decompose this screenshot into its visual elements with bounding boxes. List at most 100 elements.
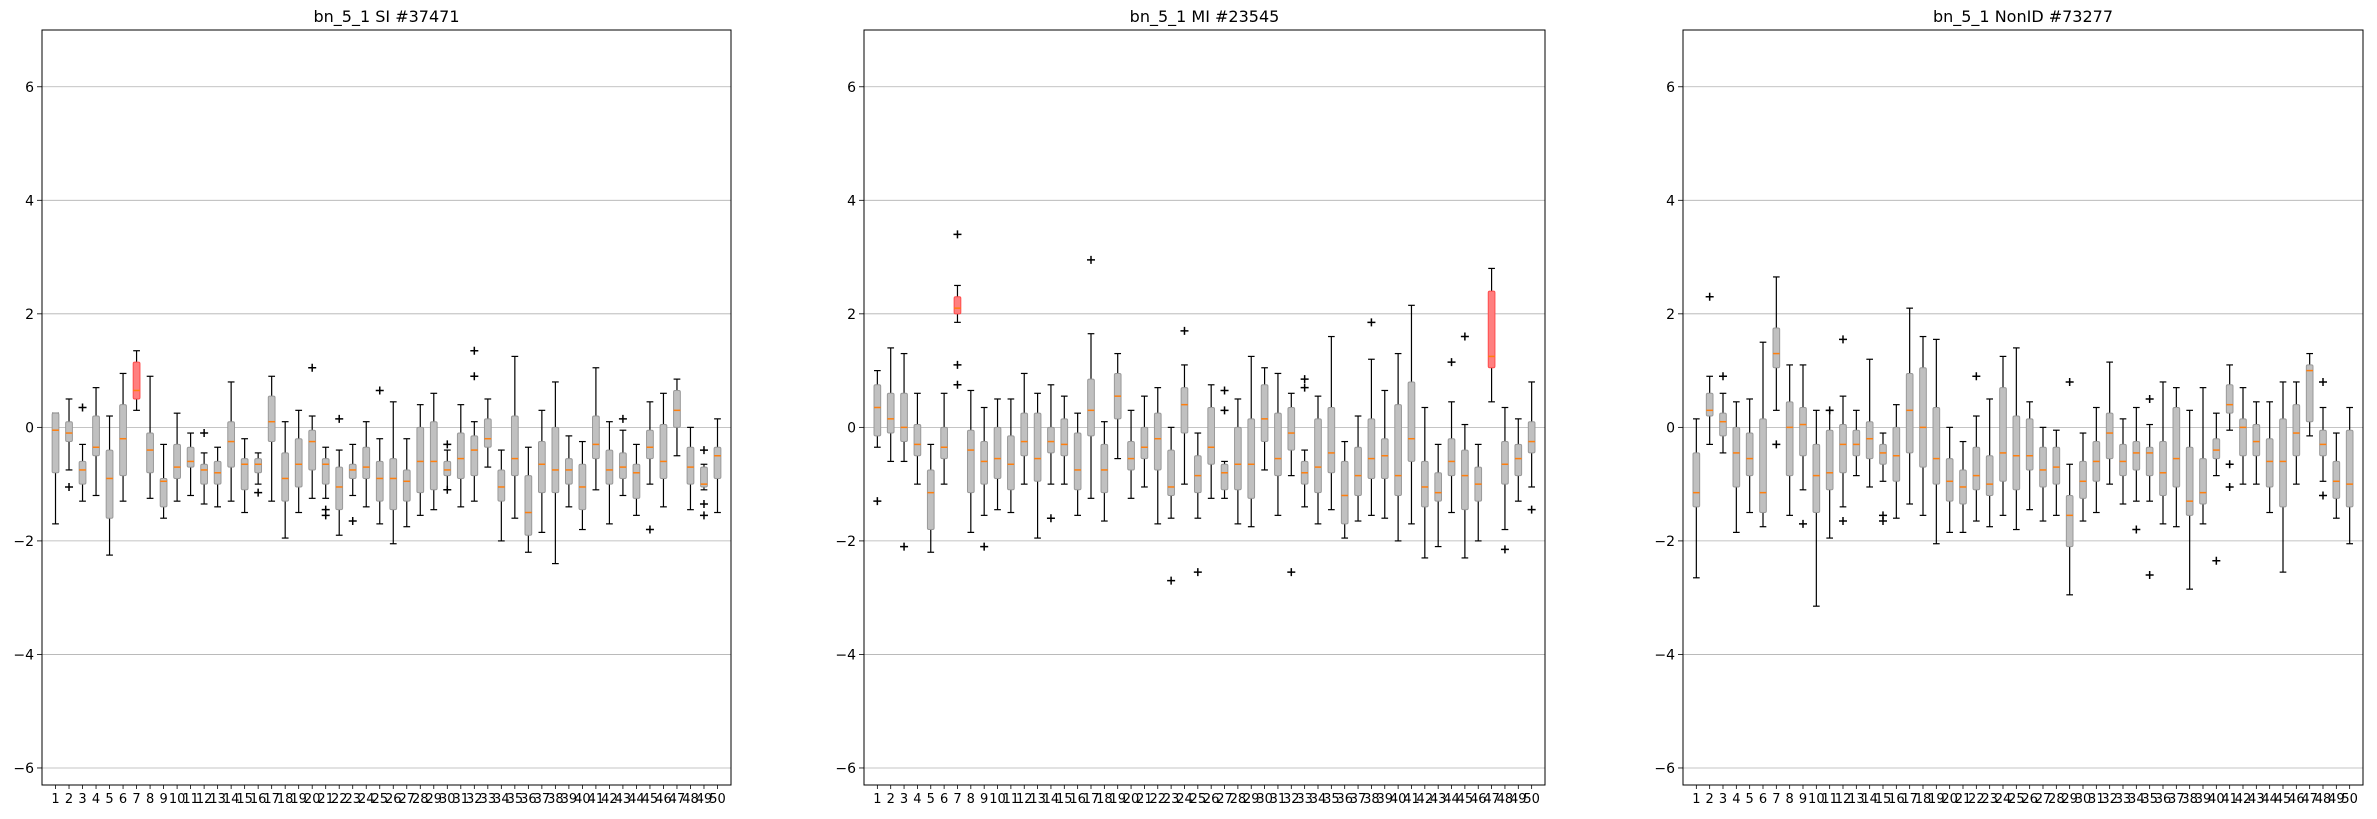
x-tick-label: 20 [1123,792,1140,807]
y-tick-label: 4 [847,193,856,209]
box-body [240,458,249,491]
y-tick-label: −2 [1654,534,1675,550]
box-body [1447,438,1456,477]
x-tick-label: 26 [385,792,402,807]
box-body [1100,443,1109,494]
x-tick-label: 10 [1808,792,1825,807]
box-body [551,426,560,494]
box-5 [105,415,114,556]
box-27 [1220,386,1229,499]
x-tick-label: 8 [146,792,154,807]
box-body [524,475,533,536]
box-body [2239,418,2247,457]
box-36 [1340,440,1349,539]
box-body [1260,384,1269,443]
box-body [1073,432,1082,491]
x-tick-label: 41 [1403,792,1420,807]
box-body [308,429,317,471]
box-body [1140,426,1149,460]
x-tick-label: 30 [2075,792,2092,807]
x-tick-label: 17 [1901,792,1918,807]
box-body [78,460,87,485]
box-7 [953,230,962,389]
outlier-marker [1220,406,1229,415]
box-body [980,441,989,485]
box-body [470,435,479,477]
x-tick-label: 3 [78,792,86,807]
box-body [1705,392,1714,417]
box-body [1514,443,1523,477]
box-2 [1705,292,1714,445]
x-tick-label: 34 [493,792,510,807]
box-9 [980,406,989,551]
box-37 [537,409,546,533]
x-tick-label: 5 [927,792,935,807]
box-28 [416,404,425,516]
x-tick-label: 2 [65,792,73,807]
box-body [1487,290,1496,369]
box-body [2079,460,2087,499]
x-tick-label: 44 [1443,792,1460,807]
x-tick-label: 3 [1719,792,1727,807]
box-22 [335,414,344,536]
x-tick-label: 17 [1083,792,1100,807]
x-tick-label: 5 [105,792,113,807]
outlier-marker [1367,318,1376,327]
box-34 [1314,395,1322,525]
box-body [632,463,641,499]
x-tick-label: 46 [2288,792,2305,807]
outlier-marker [1527,505,1536,514]
outlier-marker [2319,377,2327,386]
outlier-marker [1825,406,1834,415]
box-49 [699,446,708,520]
x-tick-label: 39 [2195,792,2212,807]
x-tick-label: 4 [1732,792,1740,807]
x-tick-label: 30 [439,792,456,807]
x-tick-label: 12 [1016,792,1033,807]
axes-frame [41,29,732,786]
box-44 [2265,401,2274,514]
box-48 [686,426,695,511]
x-tick-label: 42 [1417,792,1434,807]
y-tick-label: −4 [13,647,34,663]
box-25 [2012,347,2021,531]
box-body [2279,418,2287,508]
box-36 [2159,381,2167,525]
x-tick-label: 48 [682,792,699,807]
outlier-marker [1839,335,1847,344]
x-tick-label: 41 [2221,792,2238,807]
box-body [605,449,614,485]
box-41 [1407,304,1416,525]
outlier-marker [1300,375,1309,384]
box-body [2185,446,2194,516]
box-40 [1394,352,1402,542]
x-tick-label: 14 [1043,792,1060,807]
box-body [2172,407,2181,488]
box-body [565,458,573,485]
outlier-marker [1839,517,1847,526]
box-body [1167,449,1175,496]
x-tick-label: 25 [371,792,388,807]
box-body [1327,407,1336,474]
box-11 [1825,406,1834,539]
x-tick-label: 31 [1270,792,1287,807]
x-tick-label: 26 [1203,792,1220,807]
box-39 [565,435,573,508]
box-body [1932,407,1941,485]
x-tick-label: 50 [1523,792,1540,807]
box-body [294,438,303,488]
box-body [497,469,506,502]
box-body [2252,424,2261,457]
box-body [1732,426,1741,488]
box-41 [592,367,600,491]
box-body [900,392,908,443]
box-33 [2119,418,2127,505]
box-body [186,446,195,468]
x-tick-label: 27 [2035,792,2052,807]
box-15 [1879,432,1887,526]
outlier-marker [335,414,344,423]
box-body [159,477,168,508]
box-body [2132,441,2141,471]
axes-frame [863,29,1546,786]
